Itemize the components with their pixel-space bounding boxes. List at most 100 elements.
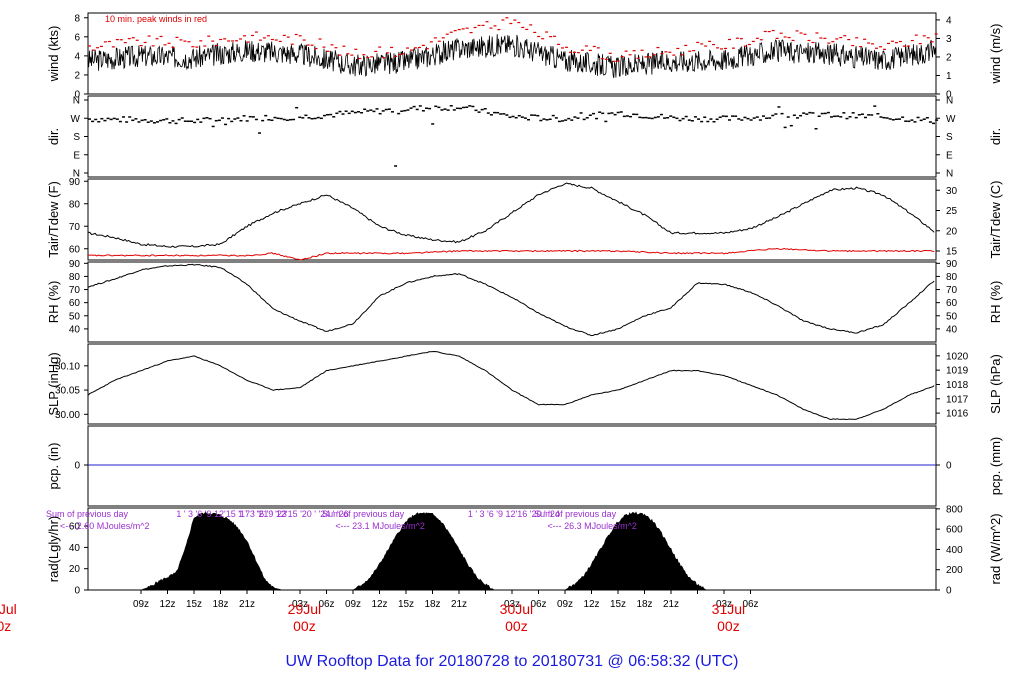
direction-point (424, 107, 428, 109)
y-tick-label: 1 (946, 71, 952, 82)
direction-point (431, 123, 435, 125)
peak-wind-point (676, 47, 680, 50)
peak-wind-point (616, 60, 620, 62)
direction-point (737, 118, 741, 120)
direction-point (100, 117, 104, 120)
direction-point (508, 116, 512, 119)
direction-point (542, 118, 546, 120)
peak-wind-point (859, 46, 863, 48)
peak-wind-point (724, 47, 727, 50)
peak-wind-point (485, 21, 489, 23)
direction-point (687, 119, 691, 121)
peak-wind-point (871, 43, 875, 45)
direction-point (659, 113, 663, 116)
peak-wind-point (867, 42, 871, 44)
direction-point (421, 110, 425, 112)
peak-wind-point (612, 60, 616, 62)
peak-wind-point (99, 45, 103, 48)
peak-wind-point (517, 21, 521, 24)
direction-point (758, 119, 762, 121)
direction-point (483, 107, 487, 110)
x-tick-label: 12z (371, 599, 387, 610)
y-tick-label: 1020 (946, 351, 969, 362)
direction-point (455, 107, 459, 110)
peak-wind-point (88, 45, 91, 47)
y-tick-label: 60 (69, 298, 81, 309)
series-line-0 (87, 182, 935, 248)
peak-wind-point (322, 46, 326, 48)
direction-point (789, 124, 793, 127)
y-tick-label: 200 (946, 565, 963, 576)
direction-point (118, 120, 122, 123)
direction-point (338, 110, 342, 113)
direction-point (186, 120, 190, 123)
direction-point (916, 116, 920, 119)
y-tick-label: 4 (946, 15, 952, 26)
direction-point (418, 105, 422, 107)
direction-point (885, 117, 889, 119)
direction-point (548, 118, 552, 121)
day-note-total: <--- 23.1 MJoules/m^2 (335, 521, 425, 531)
y-tick-label: 60 (69, 244, 81, 255)
direction-point (591, 112, 595, 115)
day-note: Sum of previous day <--- 2.60 MJoules/m^2… (46, 509, 287, 531)
peak-wind-point (886, 42, 890, 45)
y-tick-label: 90 (69, 177, 81, 188)
x-tick-label: 15z (610, 599, 626, 610)
direction-point (378, 112, 382, 115)
peak-wind-point (537, 35, 541, 38)
direction-point (833, 115, 837, 118)
y-tick-label: 400 (946, 545, 963, 556)
direction-point (669, 115, 673, 117)
peak-wind-point (735, 37, 739, 39)
direction-point (159, 119, 163, 122)
peak-wind-point (918, 43, 922, 45)
direction-point (867, 114, 871, 116)
direction-point (322, 114, 326, 117)
peak-wind-point (445, 33, 449, 35)
peak-wind-point (441, 37, 445, 39)
y-tick-label: 1019 (946, 366, 969, 377)
direction-point (632, 113, 636, 116)
direction-point (202, 117, 206, 120)
peak-wind-point (473, 26, 477, 29)
direction-point (298, 116, 302, 119)
peak-wind-point (775, 37, 779, 39)
direction-point (341, 113, 345, 115)
direction-point (403, 109, 407, 112)
direction-point (851, 112, 855, 114)
peak-wind-point (803, 33, 807, 35)
direction-point (496, 111, 500, 114)
peak-wind-point (406, 47, 409, 49)
peak-wind-point (390, 46, 394, 49)
y-tick-label: 2 (74, 70, 80, 81)
peak-wind-point (640, 49, 644, 51)
day-note-hours: 1 ' 3 '6 '9 12'15 '20 ' '24 ' '26 (238, 509, 349, 519)
y-tick-label: 40 (69, 543, 81, 554)
y-tick-label: E (73, 150, 80, 161)
day-note-hours: 1 ' 3 '6 '9 12'16 '20 ' '24 (468, 509, 560, 519)
day-label-hour: 00z (293, 618, 316, 634)
peak-wind-point (632, 50, 636, 52)
peak-wind-point (934, 33, 938, 35)
peak-wind-point (902, 45, 906, 47)
direction-point (196, 118, 200, 121)
peak-wind-point (235, 40, 239, 42)
direction-point (514, 116, 518, 119)
peak-wind-point (425, 48, 429, 50)
direction-point (109, 118, 113, 121)
peak-wind-point (795, 30, 799, 32)
y-tick-label: 1016 (946, 409, 969, 420)
y-tick-label: W (946, 114, 956, 125)
peak-wind-point (362, 54, 366, 56)
peak-wind-point (398, 53, 402, 56)
peak-wind-point (254, 31, 258, 33)
peak-wind-point (680, 54, 684, 56)
direction-point (242, 115, 246, 117)
peak-wind-point (644, 56, 648, 58)
peak-wind-point (119, 39, 123, 41)
peak-wind-point (620, 55, 624, 58)
direction-point (799, 114, 803, 117)
peak-wind-point (453, 30, 457, 32)
